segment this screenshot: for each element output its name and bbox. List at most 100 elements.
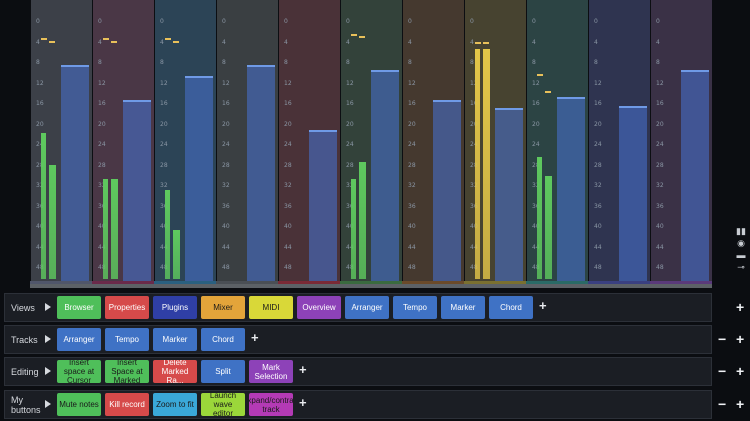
row-button-insert-space-at-cursor[interactable]: Insert space at Cursor [57,360,101,383]
side-icon-strip: ▮▮ ◉ ▬ ⊸ [735,225,747,273]
meter-tick: 12 [594,79,602,87]
row-button-chord[interactable]: Chord [201,328,245,351]
meter-left-channel [103,178,108,279]
circle-icon[interactable]: ◉ [737,238,745,248]
row-label[interactable]: Tracks [11,334,38,345]
row-button-plugins[interactable]: Plugins [153,296,197,319]
meter-tick: 44 [470,243,478,251]
fader-level[interactable] [495,108,523,281]
row-button-mute-notes[interactable]: Mute notes [57,393,101,416]
meter-tick: 40 [532,223,540,230]
fader-level[interactable] [61,64,89,281]
peak-hold-left [41,38,47,41]
mixer-meters: 0 4 8 12 16 20 24 28 32 36 40 44 48 0 4 8 12 16 20 24 28 32 36… [30,0,712,284]
row-button-launch-wave-editor[interactable]: Launch wave editor [201,393,245,416]
row-button-chord[interactable]: Chord [489,296,533,319]
meter-tick: 0 [36,18,40,25]
meter-tick: 40 [284,223,292,230]
bars-icon[interactable]: ▮▮ [736,226,746,236]
add-button-inline[interactable]: + [299,362,307,377]
meter-tick: 12 [346,79,354,87]
meter-tick: 4 [656,38,660,46]
peak-hold-left [475,41,481,44]
meter-tick: 48 [284,264,292,271]
fader-level[interactable] [557,97,585,281]
strip-color-baseline [340,281,402,284]
peak-hold-right [173,40,179,43]
add-button-inline[interactable]: + [539,298,547,313]
horizontal-scrollbar[interactable] [30,284,712,288]
meter-tick: 32 [346,182,354,189]
meter-tick: 32 [656,182,664,189]
meter-tick: 48 [594,264,602,271]
tag-icon[interactable]: ▬ [736,250,746,260]
row-button-mark-selection[interactable]: Mark Selection [249,360,293,383]
fader-level[interactable] [681,70,709,281]
meter-tick: 20 [222,120,230,128]
row-button-expand-contract-track[interactable]: Expand/contract track [249,393,293,416]
strip-color-baseline [526,281,588,284]
meter-tick: 20 [346,120,354,128]
row-button-overview[interactable]: Overview [297,296,341,319]
meter-tick: 20 [532,120,540,128]
add-row-button[interactable]: + [736,299,745,315]
meter-right-channel [545,176,552,279]
add-row-button[interactable]: + [736,363,745,379]
row-button-tempo[interactable]: Tempo [393,296,437,319]
expand-arrow-icon[interactable] [45,367,51,375]
row-label[interactable]: Editing [11,366,39,377]
meter-tick: 28 [98,161,106,169]
meter-tick: 16 [346,100,354,107]
slider-icon[interactable]: ⊸ [737,262,745,272]
fader-level[interactable] [247,64,275,281]
meter-right-channel [49,165,56,279]
row-label[interactable]: My buttons [11,394,41,415]
button-row-tracks: Tracks Arranger Tempo Marker Chord + [4,325,712,354]
remove-row-button[interactable]: − [718,363,727,379]
fader-level[interactable] [433,100,461,281]
row-button-zoom-to-fit[interactable]: Zoom to fit [153,393,197,416]
meter-strip-1: 0 4 8 12 16 20 24 28 32 36 40 44 48 [30,0,92,284]
fader-level[interactable] [185,75,213,281]
row-button-delete-marked-ra[interactable]: Delete Marked Ra... [153,360,197,383]
peak-hold-right [49,40,55,43]
add-row-button[interactable]: + [736,396,745,412]
fader-level[interactable] [123,100,151,281]
row-button-marker[interactable]: Marker [441,296,485,319]
add-button-inline[interactable]: + [251,330,259,345]
strip-color-baseline [92,281,154,284]
meter-tick: 0 [656,18,660,25]
fader-level[interactable] [619,105,647,281]
fader-level[interactable] [371,70,399,281]
row-button-arranger[interactable]: Arranger [345,296,389,319]
row-button-split[interactable]: Split [201,360,245,383]
row-label[interactable]: Views [11,302,35,313]
meter-tick: 48 [346,264,354,271]
meter-tick: 24 [408,141,416,148]
meter-tick: 4 [160,38,164,46]
meter-right-channel [483,48,490,279]
row-button-browser[interactable]: Browser [57,296,101,319]
peak-hold-right [111,40,117,43]
row-button-insert-space-at-marked[interactable]: Insert Space at Marked [105,360,149,383]
remove-row-button[interactable]: − [718,396,727,412]
expand-arrow-icon[interactable] [45,303,51,311]
row-button-mixer[interactable]: Mixer [201,296,245,319]
meter-tick: 44 [36,243,44,251]
meter-tick: 8 [470,59,474,66]
row-button-tempo[interactable]: Tempo [105,328,149,351]
meter-tick: 20 [36,120,44,128]
meter-strip-6: 0 4 8 12 16 20 24 28 32 36 40 44 48 [340,0,402,284]
row-button-kill-record[interactable]: Kill record [105,393,149,416]
row-button-midi[interactable]: MIDI [249,296,293,319]
add-row-button[interactable]: + [736,331,745,347]
expand-arrow-icon[interactable] [45,335,51,343]
meter-tick: 4 [284,38,288,46]
row-button-properties[interactable]: Properties [105,296,149,319]
row-button-marker[interactable]: Marker [153,328,197,351]
fader-level[interactable] [309,129,337,281]
remove-row-button[interactable]: − [718,331,727,347]
add-button-inline[interactable]: + [299,395,307,410]
row-button-arranger[interactable]: Arranger [57,328,101,351]
expand-arrow-icon[interactable] [45,400,51,408]
